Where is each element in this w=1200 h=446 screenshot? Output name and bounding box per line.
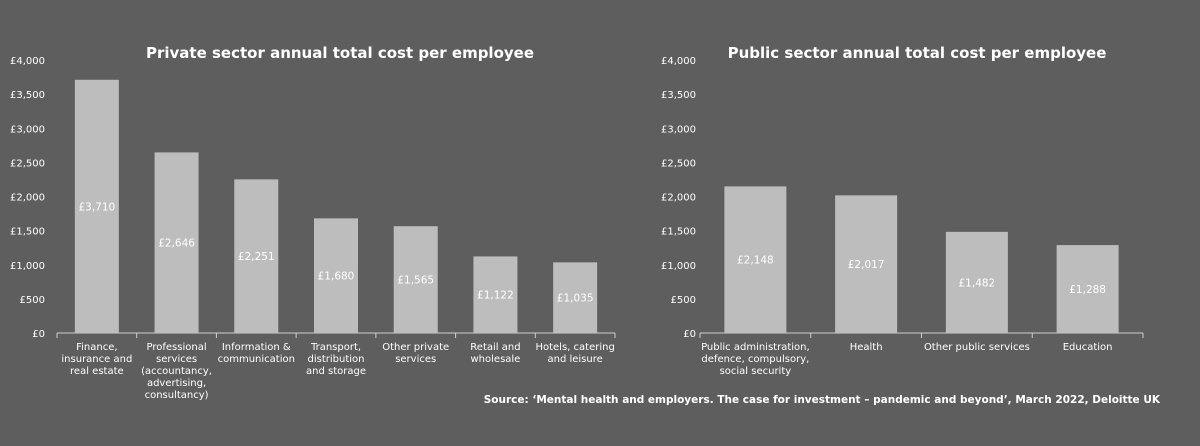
private-x-category-label-line: and leisure bbox=[547, 354, 602, 365]
private-x-category-label-line: Professional bbox=[147, 342, 207, 353]
private-x-category-label-line: Retail and bbox=[470, 342, 520, 353]
public-bar bbox=[1056, 245, 1119, 333]
private-y-tick-label: £3,000 bbox=[10, 124, 45, 135]
public-x-category-label-line: Education bbox=[1063, 342, 1113, 353]
private-bar bbox=[553, 262, 598, 333]
private-bar bbox=[473, 256, 518, 333]
public-x-category-label-line: social security bbox=[720, 366, 792, 377]
private-x-category-label-line: services bbox=[395, 354, 436, 365]
private-x-category-label-line: Hotels, catering bbox=[535, 342, 614, 353]
private-x-category-label-line: insurance and bbox=[61, 354, 132, 365]
private-x-category-label-line: Other private bbox=[382, 342, 449, 353]
private-chart-title: Private sector annual total cost per emp… bbox=[146, 44, 534, 62]
private-x-category-label: Professional services (accountancy, adverti… bbox=[141, 342, 212, 401]
public-bar-value-label: £1,288 bbox=[1069, 284, 1106, 296]
public-x-category-label: Education bbox=[1063, 342, 1113, 353]
private-x-category-label-line: Transport, bbox=[310, 342, 361, 353]
public-x-category-label-line: Public administration, bbox=[701, 342, 810, 353]
private-x-category-label: Transport, distribution and storage bbox=[306, 342, 366, 377]
public-bar bbox=[724, 186, 787, 333]
public-x-category-label: Other public services bbox=[924, 342, 1030, 353]
private-x-category-label-line: services bbox=[156, 354, 197, 365]
public-y-tick-label: £1,500 bbox=[661, 227, 696, 238]
public-y-tick-label: £500 bbox=[671, 295, 696, 306]
public-y-tick-label: £1,000 bbox=[661, 261, 696, 272]
public-bar-value-label: £2,017 bbox=[848, 259, 885, 271]
private-y-tick-label: £1,500 bbox=[10, 227, 45, 238]
private-x-category-label-line: Information & bbox=[222, 342, 291, 353]
private-bar bbox=[393, 226, 438, 333]
private-y-tick-label: £2,000 bbox=[10, 193, 45, 204]
private-bar-value-label: £1,035 bbox=[557, 293, 594, 305]
private-x-category-label-line: wholesale bbox=[471, 354, 521, 365]
private-bar-value-label: £1,565 bbox=[397, 275, 434, 287]
private-x-category-label: Retail and wholesale bbox=[470, 342, 520, 365]
public-x-category-label-line: defence, compulsory, bbox=[701, 354, 809, 365]
private-y-tick-label: £0 bbox=[32, 329, 45, 340]
private-bar bbox=[314, 218, 358, 333]
private-x-category-label-line: consultancy) bbox=[145, 390, 209, 401]
private-x-category-label-line: advertising, bbox=[147, 378, 206, 389]
private-bar bbox=[74, 79, 119, 333]
public-x-category-label: Public administration, defence, compulsor… bbox=[701, 342, 810, 377]
private-x-category-label: Information & communication bbox=[218, 342, 295, 365]
public-y-tick-label: £3,000 bbox=[661, 124, 696, 135]
private-bar bbox=[234, 179, 279, 333]
public-chart-title: Public sector annual total cost per empl… bbox=[728, 44, 1107, 62]
public-y-tick-label: £2,500 bbox=[661, 158, 696, 169]
private-x-category-label-line: and storage bbox=[306, 366, 366, 377]
private-bar-value-label: £2,646 bbox=[158, 238, 195, 250]
private-bar bbox=[154, 152, 199, 333]
private-x-category-label-line: real estate bbox=[70, 366, 124, 377]
private-x-category-label: Hotels, catering and leisure bbox=[535, 342, 614, 365]
private-bar-value-label: £2,251 bbox=[238, 251, 275, 263]
public-x-category-label-line: Other public services bbox=[924, 342, 1030, 353]
public-y-tick-label: £4,000 bbox=[661, 56, 696, 67]
private-bar-value-label: £1,680 bbox=[318, 271, 355, 283]
private-x-category-label-line: Finance, bbox=[76, 342, 117, 353]
private-y-tick-label: £1,000 bbox=[10, 261, 45, 272]
public-y-tick-label: £3,500 bbox=[661, 90, 696, 101]
private-bar-value-label: £3,710 bbox=[78, 201, 115, 213]
private-y-tick-label: £500 bbox=[20, 295, 45, 306]
public-y-tick-label: £2,000 bbox=[661, 193, 696, 204]
private-y-tick-label: £4,000 bbox=[10, 56, 45, 67]
private-y-tick-label: £3,500 bbox=[10, 90, 45, 101]
public-bar-value-label: £1,482 bbox=[959, 277, 996, 289]
source-note: Source: ‘Mental health and employers. Th… bbox=[483, 394, 1160, 406]
public-x-category-label: Health bbox=[850, 342, 883, 353]
private-x-category-label-line: (accountancy, bbox=[141, 366, 212, 377]
private-x-category-label-line: distribution bbox=[308, 354, 365, 365]
public-bar bbox=[835, 195, 898, 333]
private-bar-value-label: £1,122 bbox=[477, 290, 514, 302]
public-y-tick-label: £0 bbox=[683, 329, 696, 340]
public-bar bbox=[945, 231, 1008, 333]
private-x-category-label-line: communication bbox=[218, 354, 295, 365]
public-x-category-label-line: Health bbox=[850, 342, 883, 353]
private-x-category-label: Other private services bbox=[382, 342, 449, 365]
private-y-tick-label: £2,500 bbox=[10, 158, 45, 169]
public-bar-value-label: £2,148 bbox=[737, 255, 774, 267]
private-x-category-label: Finance, insurance and real estate bbox=[61, 342, 132, 377]
